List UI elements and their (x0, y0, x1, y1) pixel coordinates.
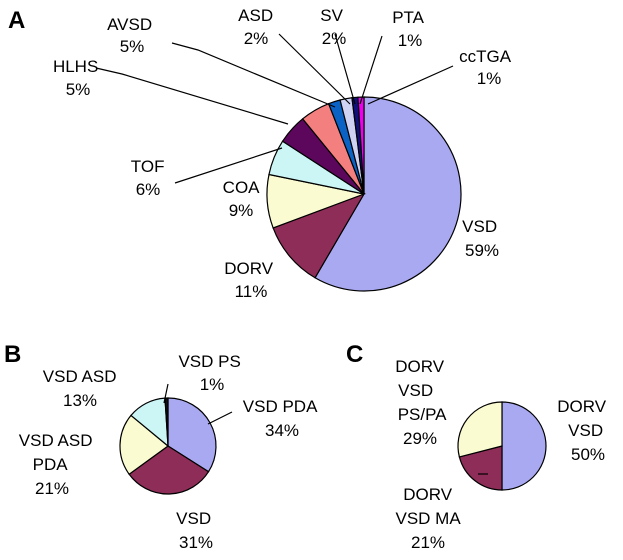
label-a-coa: COA 9% (223, 178, 264, 220)
label-c-dorv-vsd-ps-pa: DORV VSD PS/PA 29% (395, 357, 450, 448)
pie-chart-a (266, 96, 462, 292)
label-b-vsd-pda: VSD PDA 34% (243, 397, 321, 440)
label-b-vsd-ps: VSD PS 1% (178, 352, 245, 394)
pie-slice-c-dorv-vsd-ps-pa (457, 401, 503, 458)
label-a-dorv: DORV 11% (224, 259, 278, 301)
label-a-pta: PTA 1% (392, 8, 428, 50)
label-c-ma-line1: DORV (403, 485, 452, 504)
leader-lines (95, 33, 488, 475)
label-c-dorv-vsd-ma: DORV VSD MA 21% (396, 485, 465, 552)
label-c-ps-line2: VSD (398, 381, 433, 400)
label-c-dorv-vsd: DORV VSD 50% (557, 397, 611, 464)
panel-label-c: C (346, 341, 363, 368)
label-b-vsd-asd-pda: VSD ASD PDA 21% (19, 431, 97, 498)
label-b-vsd: VSD 31% (176, 509, 216, 552)
pie-slice-a-vsd (314, 96, 462, 292)
label-a-asd: ASD 2% (238, 6, 278, 48)
leader-avsd (171, 42, 336, 108)
label-c-ma-line2: VSD MA (396, 509, 462, 528)
leader-pta (359, 35, 383, 105)
pie-slice-b-vsd (128, 445, 210, 495)
pie-chart-b (119, 397, 217, 495)
pie-chart-c (457, 401, 547, 491)
label-a-hlhs: HLHS 5% (53, 57, 103, 99)
leader-tof (174, 147, 283, 184)
label-b-vsd-asd-pda-line1: VSD ASD (19, 431, 93, 450)
leader-vsd-ps (163, 383, 169, 404)
label-c-ps-line1: DORV (395, 357, 444, 376)
leader-hlhs (95, 67, 289, 125)
panel-label-b: B (4, 341, 21, 368)
panel-label-a: A (8, 7, 25, 34)
leader-vsd-pda (207, 411, 233, 425)
label-a-tof: TOF 6% (131, 157, 169, 199)
label-a-vsd: VSD 59% (462, 217, 502, 260)
label-c-dv-line2: VSD (568, 421, 603, 440)
label-c-ps-line3: PS/PA (398, 405, 447, 424)
pie-slice-b-vsd-asd-pda (119, 414, 169, 476)
label-a-cctga: ccTGA 1% (459, 47, 515, 88)
leader-sv (334, 33, 356, 105)
leader-cctga (367, 65, 454, 105)
leader-asd (278, 33, 351, 105)
label-a-avsd: AVSD 5% (107, 15, 157, 56)
label-c-dv-line1: DORV (557, 397, 606, 416)
label-b-vsd-asd: VSD ASD 13% (43, 367, 121, 410)
pie-slice-a-dorv (272, 192, 366, 279)
pie-slice-a-cctga (357, 96, 365, 195)
label-b-vsd-asd-pda-line2: PDA (33, 455, 69, 474)
pie-slice-c-dorv-vsd (501, 401, 547, 491)
pie-slice-c-dorv-vsd-ma (458, 445, 503, 491)
label-a-sv: SV 2% (320, 6, 347, 48)
